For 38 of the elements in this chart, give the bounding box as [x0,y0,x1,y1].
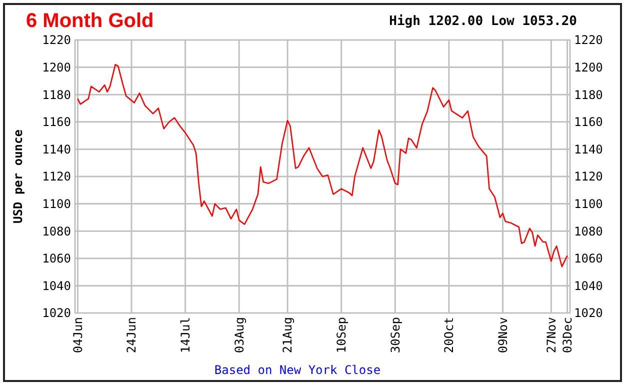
y-tick-label: 1200 [42,60,71,74]
x-tick-label: 27Nov [544,317,558,354]
y-tick-label: 1080 [42,224,71,238]
y2-tick-label: 1120 [574,170,603,184]
y2-tick-label: 1200 [574,60,603,74]
text: Based on New York Close [214,363,381,377]
y2-tick-label: 1020 [574,306,603,320]
y-tick-label: 1060 [42,252,71,266]
x-tick-label: 09Nov [496,317,510,354]
x-tick-label: 14Jul [178,317,192,354]
x-tick-label: 20Oct [442,317,456,354]
y-tick-label: 1100 [42,197,71,211]
y-tick-label: 1020 [42,306,71,320]
x-tick-label: 30Sep [388,317,402,354]
y2-tick-label: 1100 [574,197,603,211]
x-tick-label: 24Jun [124,317,139,354]
chart-title: 6 Month Gold [26,10,154,32]
y-tick-label: 1120 [42,170,71,184]
y2-tick-label: 1080 [574,224,603,238]
y-tick-label: 1220 [42,33,71,48]
line-series [77,64,568,268]
x-tick-label: 21Aug [280,317,295,354]
y-axis-title: USD per ounce [11,130,25,224]
x-tick-label: 03Aug [232,317,246,354]
y-tick-label: 1180 [42,88,71,102]
y2-tick-label: 1060 [574,252,603,266]
y2-tick-label: 1040 [574,278,603,293]
chart-subtitle: High 1202.00 Low 1053.20 [389,14,578,29]
y-tick-label: 1160 [42,115,71,130]
y2-tick-label: 1220 [574,33,603,48]
y2-tick-label: 1160 [574,115,603,130]
x-tick-label: 03Dec [560,317,575,354]
y2-tick-label: 1180 [574,88,603,102]
y-tick-label: 1040 [42,278,71,293]
x-tick-label: 10Sep [334,317,349,354]
x-tick-label: 04Jun [70,317,85,354]
y-tick-label: 1140 [42,142,71,156]
y2-tick-label: 1140 [574,142,603,156]
